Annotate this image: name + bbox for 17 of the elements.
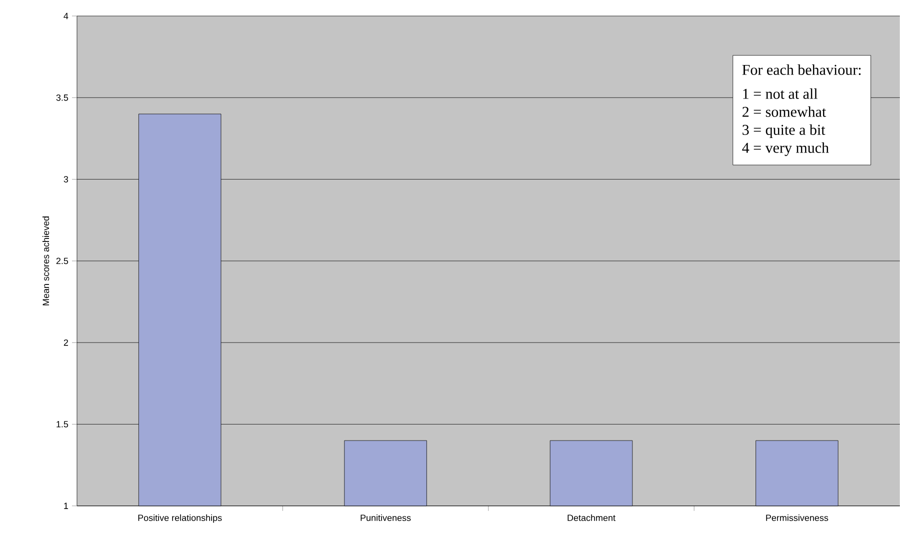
annotation: 2 = somewhat: [742, 106, 826, 117]
x-tick-label: Punitiveness: [360, 514, 411, 522]
y-tick-label: 3.5: [56, 94, 68, 101]
y-tick-label: 3: [64, 176, 68, 183]
y-tick-label: 1: [64, 502, 68, 510]
annotation: 1 = not at all: [743, 88, 818, 99]
y-axis-title: Mean scores achieved: [42, 216, 50, 306]
y-tick-label: 2: [64, 340, 68, 346]
x-tick-label: Permissiveness: [766, 514, 828, 522]
y-tick-label: 2.5: [56, 258, 68, 264]
annotation: 4 = very much: [742, 142, 829, 156]
y-tick-label: 1.5: [56, 421, 68, 428]
y-tick-label: 4: [64, 12, 68, 20]
x-tick-label: Detachment: [568, 514, 616, 522]
x-tick-label: Positive relationships: [138, 514, 222, 523]
annotation: For each behaviour:: [742, 64, 861, 76]
annotation: 3 = quite a bit: [742, 124, 826, 138]
